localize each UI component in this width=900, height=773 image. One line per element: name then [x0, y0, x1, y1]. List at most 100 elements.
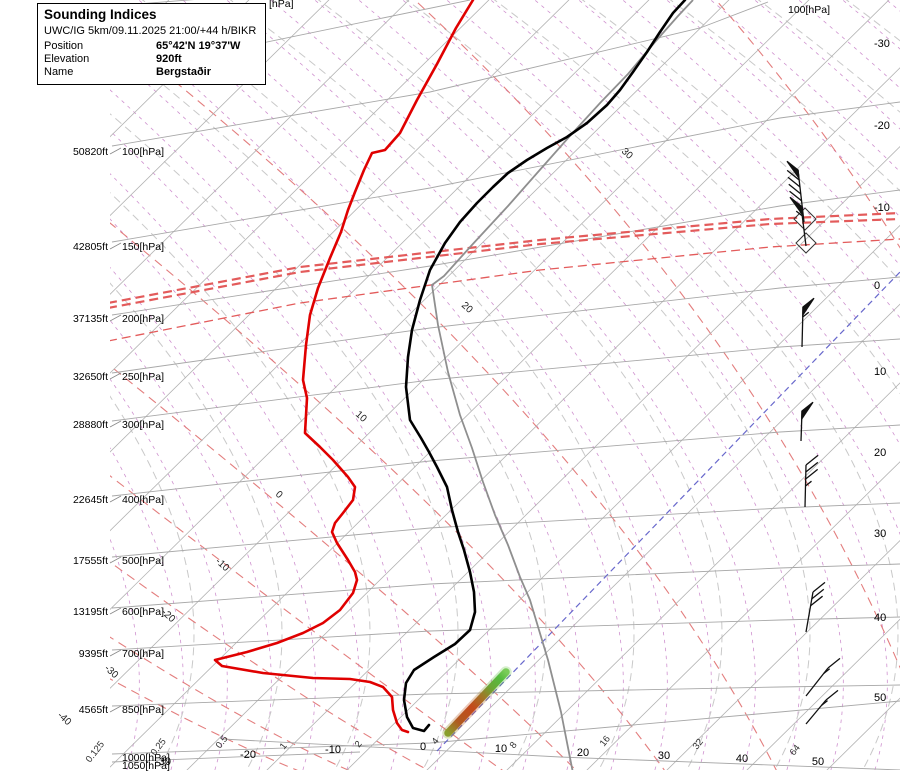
tropopause-diamond-marker — [795, 232, 817, 254]
wind-barbs — [786, 160, 841, 725]
wind-barb — [805, 657, 841, 697]
parcel-curve — [431, 0, 694, 770]
temperature-axis-label: -10 — [325, 744, 341, 756]
temperature-curve — [213, 0, 475, 734]
temperature-axis-label: 50 — [874, 692, 886, 704]
partial-hpa-label: [hPa] — [269, 0, 294, 10]
axis-tick — [109, 495, 122, 503]
temperature-axis-label: 30 — [874, 528, 886, 540]
adiabat-label: -30 — [102, 663, 120, 681]
wind-barb — [805, 689, 839, 725]
temperature-axis-label: -30 — [155, 756, 171, 768]
temperature-axis-label: 10 — [495, 743, 507, 755]
parcel-gradient-segment — [444, 668, 510, 737]
axis-tick — [109, 607, 122, 615]
temperature-axis-label: 40 — [874, 612, 886, 624]
infobox-row-elevation: Elevation 920ft — [44, 53, 259, 65]
axis-tick — [109, 649, 122, 657]
mixing-ratio-label: 1 — [278, 741, 290, 752]
position-label: Position — [44, 40, 84, 52]
altitude-label: 13195ft — [73, 606, 108, 618]
wind-barb — [786, 160, 805, 223]
temperature-axis-label: 10 — [874, 366, 886, 378]
pressure-label: 600[hPa] — [122, 606, 164, 618]
temperature-axis-label: -10 — [874, 202, 890, 214]
pressure-label: 300[hPa] — [122, 419, 164, 431]
altitude-label: 17555ft — [73, 555, 108, 567]
axis-tick — [109, 242, 122, 250]
axis-tick — [109, 420, 122, 428]
sounding-indices-box: Sounding Indices UWC/IG 5km/09.11.2025 2… — [37, 3, 266, 85]
temperature-axis-label: 30 — [658, 750, 670, 762]
wind-barb — [804, 454, 819, 508]
temperature-axis-label: -30 — [874, 38, 890, 50]
altitude-label: 9395ft — [79, 648, 108, 660]
temperature-axis-label: -20 — [874, 120, 890, 132]
infobox-model-run: UWC/IG 5km/09.11.2025 21:00/+44 h/BIKR — [44, 25, 257, 37]
elevation-label: Elevation — [44, 53, 90, 65]
temperature-axis-label: 50 — [812, 756, 824, 768]
pressure-label: 200[hPa] — [122, 313, 164, 325]
mixing-ratio-label: 0.125 — [84, 739, 107, 765]
pressure-label: 700[hPa] — [122, 648, 164, 660]
altitude-label: 42805ft — [73, 241, 108, 253]
mixing-ratio-label: 4 — [430, 736, 442, 747]
adiabat-label: 20 — [459, 300, 475, 316]
axis-tick — [109, 147, 122, 155]
wind-barb — [789, 196, 807, 247]
altitude-label: 37135ft — [73, 313, 108, 325]
adiabat-label: 10 — [353, 409, 369, 425]
altitude-label: 50820ft — [73, 146, 108, 158]
mixing-ratio-label: 8 — [508, 740, 520, 751]
axis-tick — [109, 556, 122, 564]
temperature-axis-label: 0 — [874, 280, 880, 292]
wind-barb — [805, 581, 826, 633]
infobox-row-position: Position 65°42'N 19°37'W — [44, 40, 259, 52]
mixing-ratio-label: 32 — [691, 737, 706, 752]
altitude-label: 32650ft — [73, 371, 108, 383]
surface-line — [221, 738, 900, 770]
pressure-label: 1050[hPa] — [122, 760, 170, 772]
pressure-label: 150[hPa] — [122, 241, 164, 253]
adiabat-label: 30 — [619, 146, 635, 162]
axis-tick — [109, 314, 122, 322]
pressure-label: 500[hPa] — [122, 555, 164, 567]
dewpoint-curve — [402, 0, 687, 733]
tropopause-diamond-marker — [793, 207, 817, 231]
wind-barb — [801, 297, 815, 348]
elevation-value: 920ft — [156, 53, 182, 65]
pressure-label: 1000[hPa] — [122, 752, 170, 764]
temperature-axis-label: 0 — [420, 741, 426, 753]
adiabat-label: -40 — [55, 710, 73, 728]
altitude-label: 4565ft — [79, 704, 108, 716]
mixing-ratio-label: 64 — [788, 743, 803, 758]
pressure-label: 100[hPa] — [122, 146, 164, 158]
position-value: 65°42'N 19°37'W — [156, 40, 241, 52]
infobox-title: Sounding Indices — [44, 7, 157, 22]
pressure-label: 850[hPa] — [122, 704, 164, 716]
pressure-label: 400[hPa] — [122, 494, 164, 506]
name-label: Name — [44, 66, 74, 78]
mixing-ratio-label: 2 — [353, 739, 365, 750]
axis-tick — [109, 705, 122, 713]
altitude-label: 22645ft — [73, 494, 108, 506]
mixing-ratio-parcel-line — [436, 271, 900, 752]
adiabat-label: 0 — [273, 489, 285, 501]
pressure-label: 100[hPa] — [788, 4, 830, 16]
name-value: Bergstaðir — [156, 66, 212, 78]
temperature-axis-label: 20 — [577, 747, 589, 759]
wind-barb — [800, 401, 814, 442]
pressure-label: 250[hPa] — [122, 371, 164, 383]
infobox-row-name: Name Bergstaðir — [44, 66, 259, 78]
mixing-ratio-label: 0.5 — [214, 734, 231, 751]
temperature-axis-label: 40 — [736, 753, 748, 765]
temperature-axis-label: 20 — [874, 447, 886, 459]
temperature-axis-label: -20 — [240, 749, 256, 761]
altitude-label: 28880ft — [73, 419, 108, 431]
tropopause-lines — [110, 211, 900, 342]
